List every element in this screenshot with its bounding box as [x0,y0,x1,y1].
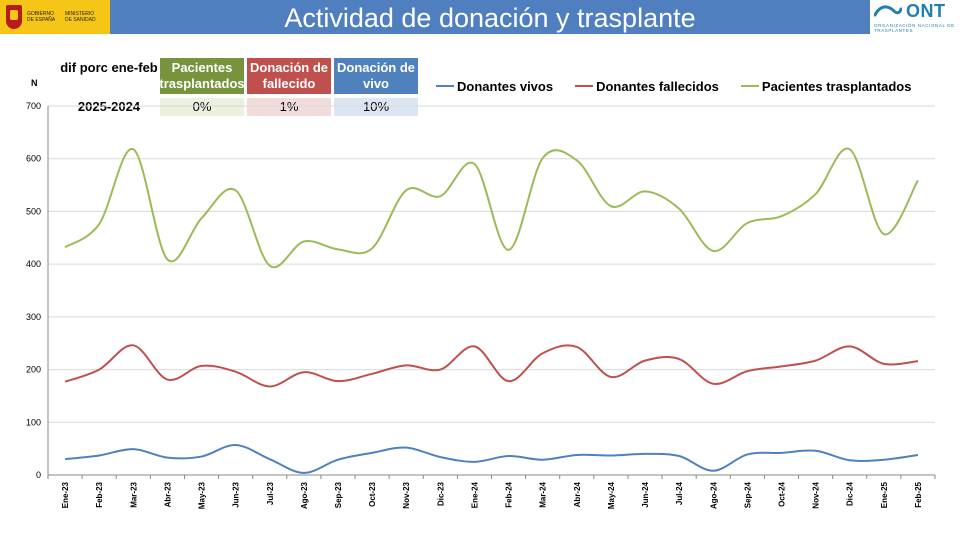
legend-item-donantes-vivos: Donantes vivos [436,79,553,94]
x-tick-label: Ago-24 [709,481,718,509]
x-tick-label: Oct-23 [368,481,377,506]
legend-item-pacientes-trasplantados: Pacientes trasplantados [740,78,912,94]
x-tick-label: Nov-24 [812,481,821,508]
summary-header-vivo: Donación de vivo [334,58,418,94]
x-tick-label: Oct-24 [777,481,786,506]
x-tick-label: Ene-23 [61,481,70,508]
x-tick-label: Dic-24 [846,481,855,506]
government-logo-text: Gobierno de España [27,11,56,23]
x-tick-label: Mar-23 [129,481,138,507]
x-tick-label: Feb-25 [914,481,923,507]
x-tick-label: Nov-23 [402,481,411,508]
y-tick-label: 0 [36,470,41,480]
legend-label-pacientes-trasplantados: Pacientes trasplantados [761,78,912,94]
ont-logo-subtitle: Organización Nacional de Trasplantes [874,23,955,33]
x-tick-label: Abr-24 [573,481,582,507]
legend-swatch-donantes-vivos [436,85,454,87]
ont-logo-text: ONT [906,1,946,21]
legend-item-donantes-fallecidos: Donantes fallecidos [575,79,719,94]
chart-legend: Donantes vivos Donantes fallecidos Pacie… [436,78,933,94]
x-tick-label: Ene-25 [880,481,889,508]
y-tick-label: 600 [26,154,41,164]
legend-label-donantes-fallecidos: Donantes fallecidos [596,78,719,94]
ministry-logo-text: Ministerio de Sanidad [65,11,96,23]
government-logo: Gobierno de España Ministerio de Sanidad [0,0,110,34]
x-tick-label: Jul-24 [675,481,684,505]
page-title: Actividad de donación y trasplante [284,3,696,33]
summary-label: dif porc ene-feb [60,60,158,75]
legend-label-donantes-vivos: Donantes vivos [457,78,554,94]
x-tick-label: Feb-24 [505,481,514,507]
y-axis-label: N [31,78,38,88]
ont-swoosh-icon [874,5,902,17]
x-tick-label: Ago-23 [300,481,309,509]
x-tick-label: Sep-23 [334,481,343,508]
summary-header-fallecido: Donación de fallecido [247,58,331,94]
x-tick-label: Dic-23 [436,481,445,506]
y-tick-label: 200 [26,365,41,375]
legend-swatch-donantes-fallecidos [575,85,594,87]
ont-logo: ONT Organización Nacional de Trasplantes [870,0,960,34]
header-bar [0,0,960,34]
x-tick-label: Feb-23 [95,481,104,507]
x-tick-label: Ene-24 [470,481,479,508]
y-tick-label: 400 [26,259,41,269]
x-tick-label: Sep-24 [743,481,752,508]
series-line-donantes-vivos [64,443,919,474]
x-tick-label: Jun-23 [232,481,241,507]
y-tick-label: 100 [26,417,41,427]
y-tick-label: 700 [26,101,41,111]
x-tick-label: Jun-24 [641,481,650,507]
series-line-pacientes-trasplantados [64,147,919,269]
y-tick-label: 500 [26,206,41,216]
legend-swatch-pacientes-trasplantados [740,85,759,87]
x-tick-label: Abr-23 [163,481,172,507]
coat-of-arms-icon [6,5,22,29]
x-tick-label: Jul-23 [266,481,275,505]
series-line-donantes-fallecidos [64,344,919,388]
summary-header-trasplantados: Pacientes trasplantados [159,58,245,94]
y-tick-label: 300 [26,312,41,322]
x-tick-label: May-23 [198,481,207,509]
x-tick-label: May-24 [607,481,616,509]
x-tick-label: Mar-24 [539,481,548,507]
